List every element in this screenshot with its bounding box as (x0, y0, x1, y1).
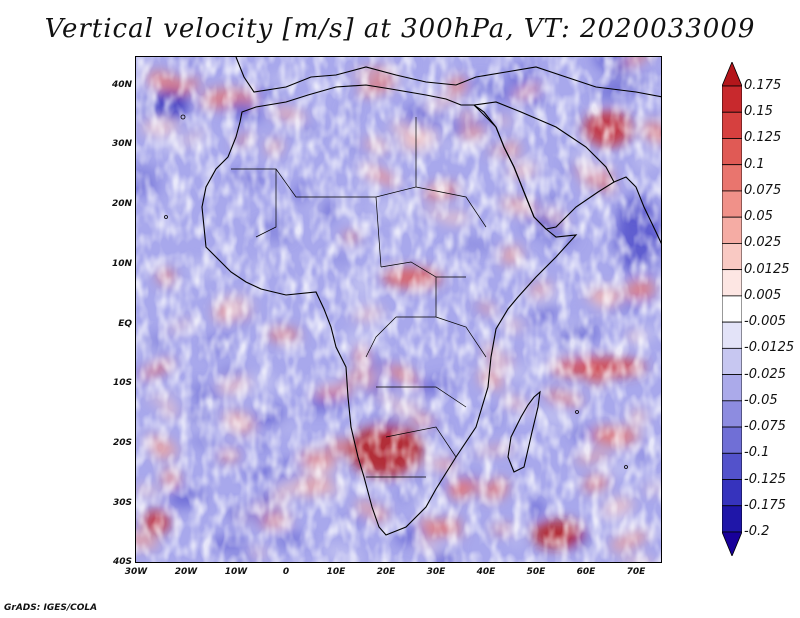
colorbar-box (722, 295, 742, 323)
colorbar-box (722, 269, 742, 297)
lon-label-50e: 50E (526, 567, 546, 577)
colorbar-label: 0.175 (744, 78, 782, 93)
colorbar-label: 0.025 (744, 235, 782, 251)
lat-label-40s: 40S (112, 557, 132, 567)
colorbar-box (722, 505, 742, 533)
colorbar-label: 0.05 (744, 209, 773, 225)
colorbar-label: -0.005 (744, 314, 786, 330)
lat-label-20s: 20S (112, 438, 132, 448)
lon-label-10e: 10E (326, 567, 346, 577)
lon-label-60e: 60E (576, 567, 596, 577)
colorbar-box (722, 111, 742, 139)
comoros-island (575, 410, 579, 414)
colorbar-label: 0.15 (744, 104, 773, 120)
colorbar-top-triangle (722, 62, 742, 87)
mauritius-island (624, 465, 628, 469)
colorbar-label: 0.075 (744, 182, 782, 198)
velocity-field-map (136, 57, 661, 562)
colorbar-box (722, 347, 742, 375)
colorbar-label: 0.005 (744, 287, 782, 303)
colorbar-label: -0.075 (744, 419, 786, 435)
colorbar-label: 0.125 (744, 130, 782, 146)
colorbar-label: -0.1 (744, 445, 770, 461)
field-texture (136, 57, 661, 562)
colorbar-label: -0.175 (744, 497, 786, 513)
colorbar-label: 0.0125 (744, 261, 790, 277)
lat-label-10s: 10S (112, 378, 132, 388)
colorbar-box (722, 243, 742, 271)
colorbar-label: -0.025 (744, 366, 786, 382)
colorbar-box (722, 216, 742, 244)
colorbar-box (722, 164, 742, 192)
lon-label-10w: 10W (224, 567, 248, 577)
colorbar-label: -0.0125 (744, 340, 795, 356)
colorbar-label: -0.05 (744, 392, 778, 408)
colorbar-box (722, 452, 742, 480)
map-title: Vertical velocity [m/s] at 300hPa, VT: 2… (44, 14, 756, 44)
lon-label-30e: 30E (426, 567, 446, 577)
coastlines-and-borders (201, 57, 661, 536)
colorbar-box (722, 190, 742, 218)
lat-label-10n: 10N (111, 259, 132, 269)
map-panel (135, 56, 662, 563)
lon-label-40e: 40E (476, 567, 496, 577)
grads-credit: GrADS: IGES/COLA (4, 603, 98, 613)
lon-label-20e: 20E (376, 567, 396, 577)
madagascar-coastline (507, 390, 541, 473)
colorbar-bottom-triangle (722, 531, 742, 556)
europe-coastline (235, 57, 661, 98)
colorbar-box (722, 400, 742, 428)
india-coastline (613, 176, 661, 245)
lat-label-30n: 30N (111, 139, 132, 149)
lat-label-20n: 20N (111, 199, 132, 209)
colorbar-box (722, 374, 742, 402)
lat-label-30s: 30S (112, 498, 132, 508)
colorbar-box (722, 321, 742, 349)
colorbar-box (722, 138, 742, 166)
lat-label-40n: 40N (111, 80, 132, 90)
islands (164, 114, 628, 469)
lon-label-70e: 70E (626, 567, 646, 577)
colorbar-box (722, 85, 742, 113)
cape-verde-island (164, 215, 168, 219)
colorbar-box (722, 426, 742, 454)
africa-coastline (201, 84, 578, 536)
country-borders (231, 117, 487, 478)
colorbar-box (722, 479, 742, 507)
arabia-coastline (472, 101, 615, 230)
colorbar-label: -0.125 (744, 471, 786, 487)
madeira-island (180, 114, 186, 120)
lon-label-20w: 20W (174, 567, 198, 577)
lon-label-30w: 30W (124, 567, 148, 577)
colorbar (722, 62, 742, 556)
lat-label-eq: EQ (118, 319, 132, 329)
lon-label-0: 0 (282, 567, 290, 577)
colorbar-label: 0.1 (744, 156, 765, 172)
colorbar-label: -0.2 (744, 524, 770, 539)
